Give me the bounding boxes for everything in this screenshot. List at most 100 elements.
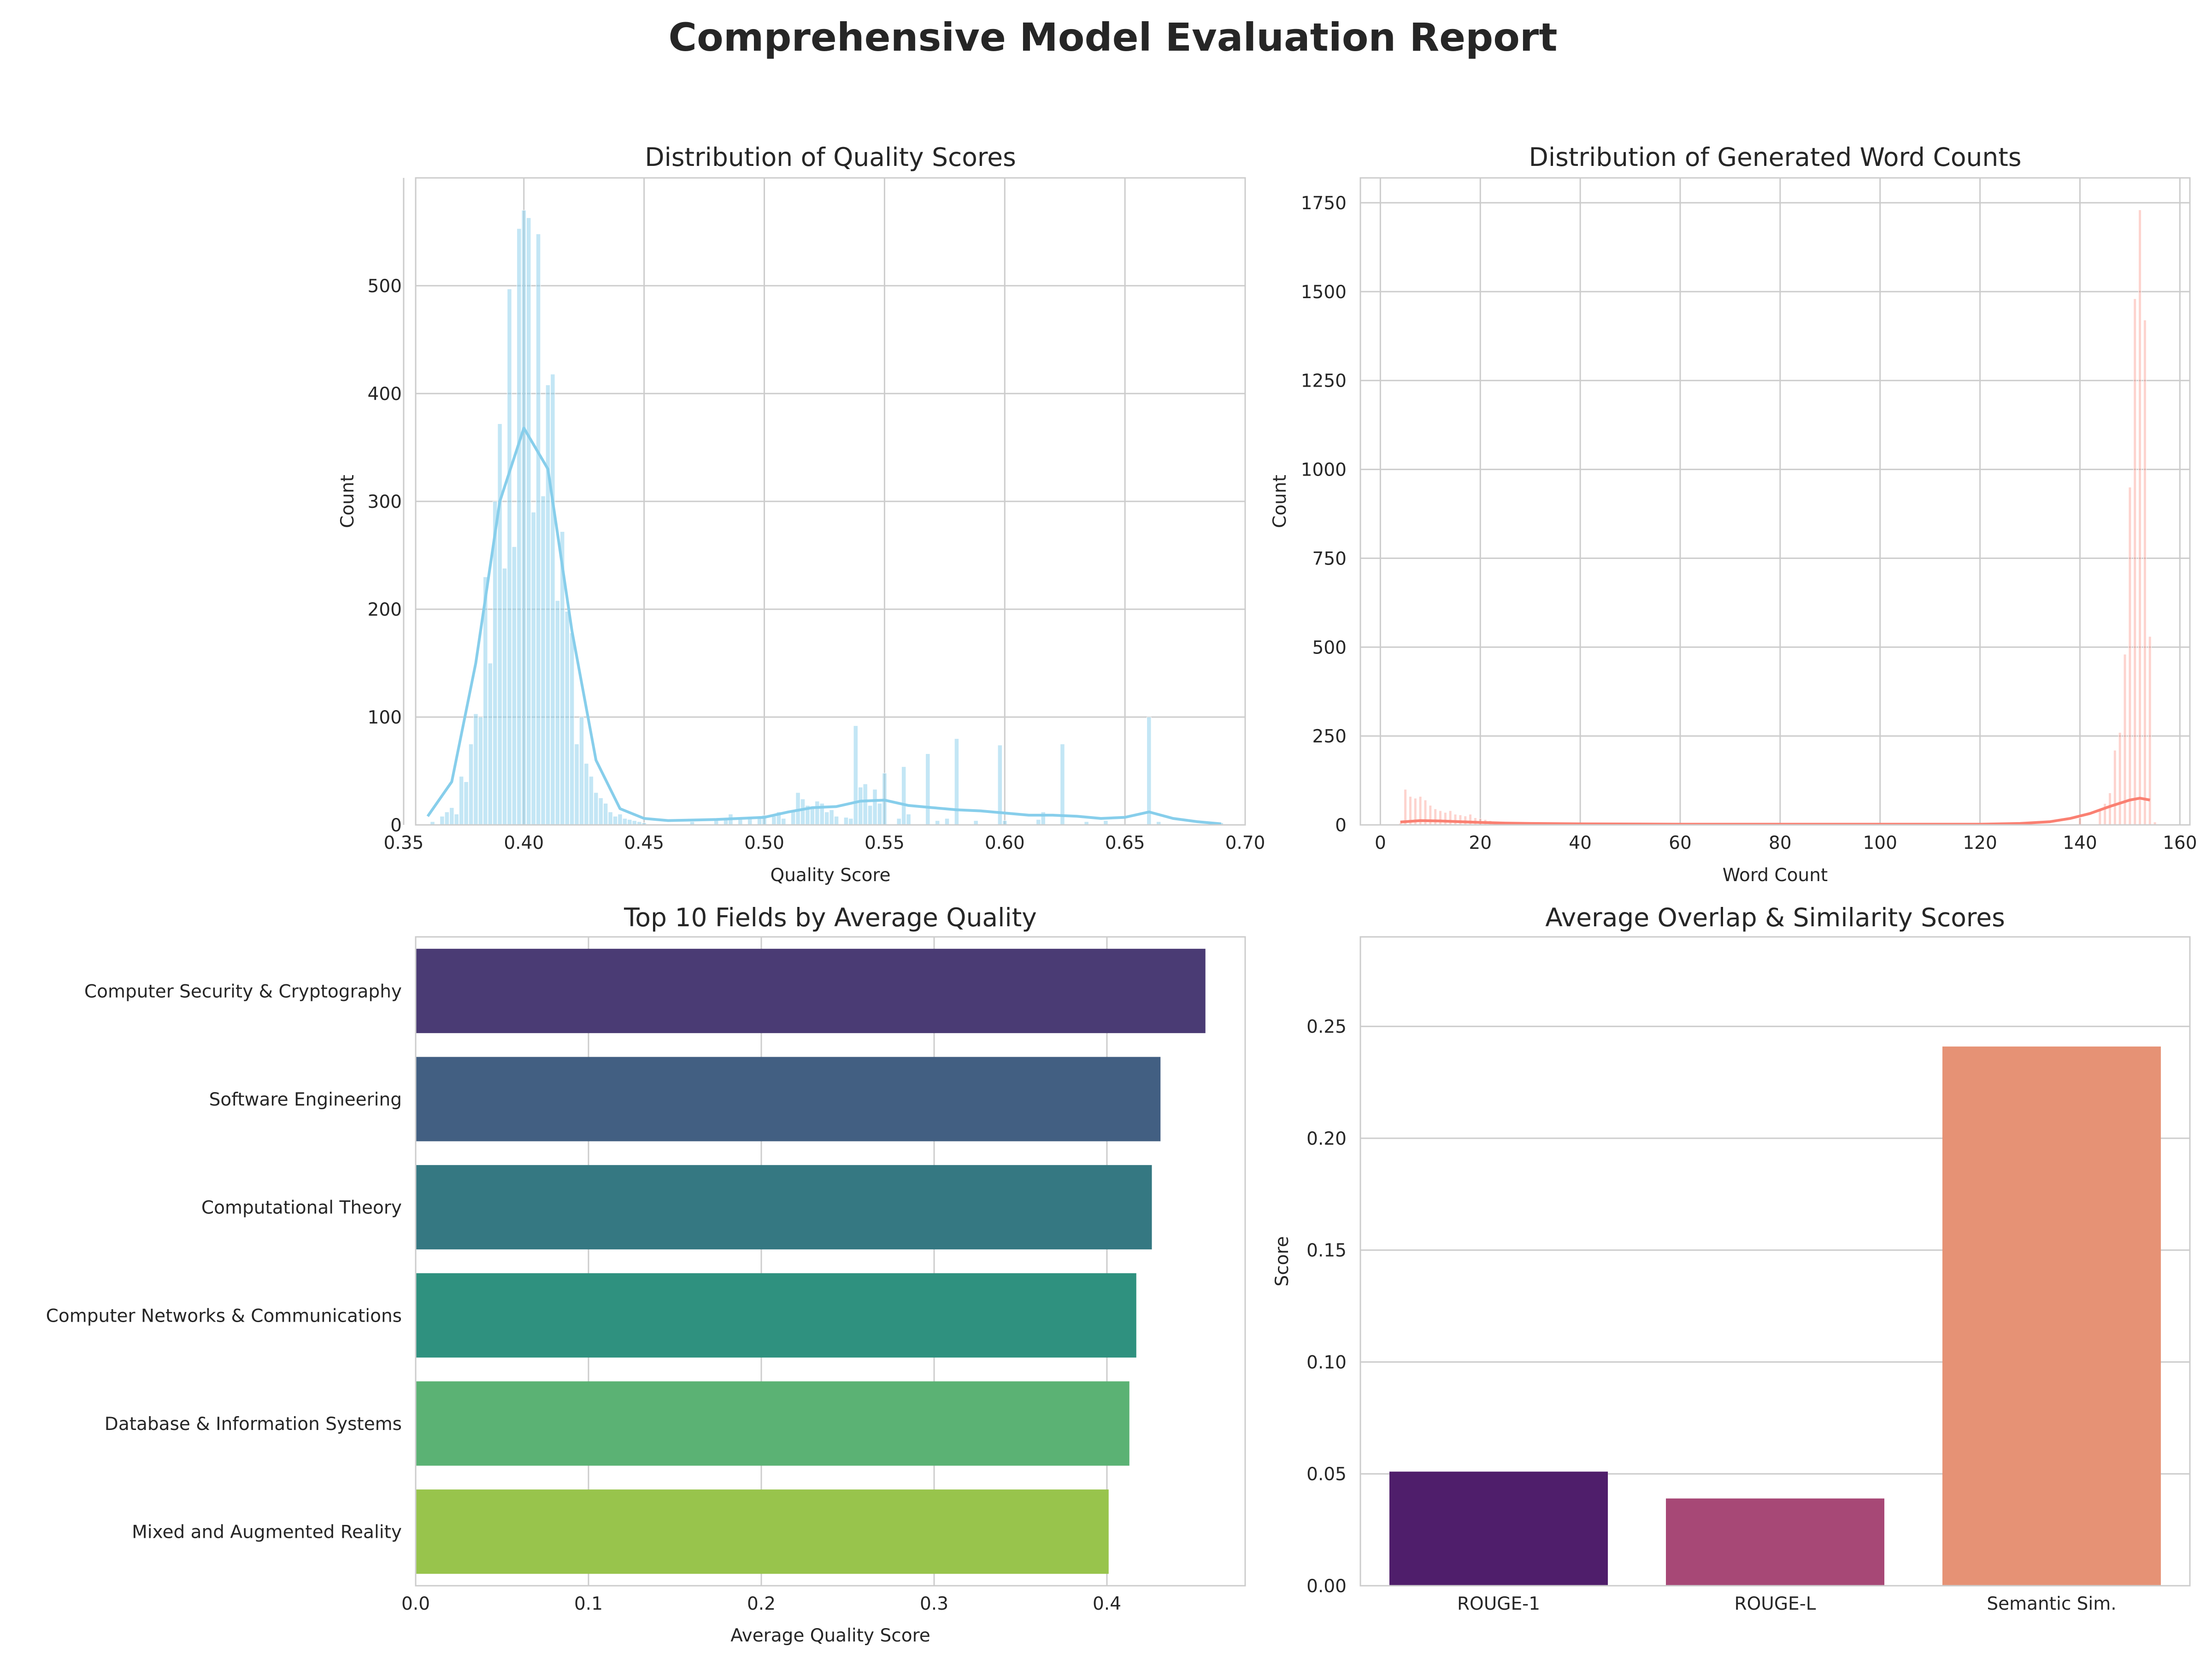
quality-y-tick-label: 500 xyxy=(368,276,402,297)
quality-y-tick-label: 0 xyxy=(390,815,402,836)
quality-histogram-bar xyxy=(872,789,877,825)
quality-histogram-bar xyxy=(877,803,882,825)
quality-histogram-bar xyxy=(521,210,527,825)
top-fields-x-tick-label: 0.1 xyxy=(574,1594,603,1614)
word-count-histogram-chart: 0 20 40 60 80 100 120 140 160 0 250 500 750 1000 1250 1… xyxy=(1270,142,2197,886)
quality-histogram-bar xyxy=(954,738,959,825)
word-count-y-tick-label: 1500 xyxy=(1301,282,1347,303)
word-count-y-tick-label: 500 xyxy=(1312,637,1347,658)
quality-histogram-bar xyxy=(906,814,911,825)
quality-histogram-bar xyxy=(526,218,531,825)
word-count-y-tick-label: 1750 xyxy=(1301,193,1347,214)
top-fields-x-axis-label: Average Quality Score xyxy=(730,1625,930,1646)
word-count-histogram-bar xyxy=(1443,812,1447,825)
word-count-x-tick-label: 0 xyxy=(1375,833,1386,853)
quality-histogram-bar xyxy=(800,799,806,825)
field-quality-bar xyxy=(416,1489,1109,1574)
quality-chart-title: Distribution of Quality Scores xyxy=(645,142,1016,172)
quality-plot-frame xyxy=(415,177,1246,826)
field-quality-bar xyxy=(416,1165,1152,1250)
word-count-histogram-bar xyxy=(2108,793,2112,825)
quality-x-axis-label: Quality Score xyxy=(771,865,891,886)
field-quality-bar xyxy=(416,1273,1136,1358)
field-quality-bar xyxy=(416,1381,1130,1466)
quality-y-axis-label: Count xyxy=(337,475,358,528)
word-count-histogram-bar xyxy=(2123,654,2127,825)
word-count-x-tick-label: 160 xyxy=(2163,833,2197,853)
overlap-y-tick-label: 0.00 xyxy=(1306,1576,1347,1597)
quality-histogram-bar xyxy=(584,763,589,825)
word-count-y-tick-label: 1250 xyxy=(1301,371,1347,392)
score-bar xyxy=(1666,1498,1884,1586)
quality-histogram-bar xyxy=(863,783,868,825)
quality-histogram-bar xyxy=(541,495,546,825)
quality-x-tick-label: 0.60 xyxy=(985,833,1025,853)
score-category-label: ROUGE-1 xyxy=(1457,1594,1540,1614)
field-category-label: Mixed and Augmented Reality xyxy=(132,1522,402,1543)
word-count-plot-frame xyxy=(1359,177,2191,826)
word-count-histogram-bar xyxy=(1438,810,1442,825)
quality-x-tick-label: 0.35 xyxy=(383,833,424,853)
score-category-label: ROUGE-L xyxy=(1734,1594,1816,1614)
top-fields-plot-frame xyxy=(415,936,1246,1587)
quality-histogram-bar xyxy=(848,818,853,825)
word-count-x-tick-label: 100 xyxy=(1863,833,1897,853)
quality-histogram-bar xyxy=(468,744,474,825)
quality-histogram-bar xyxy=(771,816,777,825)
overlap-scores-bar-chart: 0.00 0.05 0.10 0.15 0.20 0.25 ROUGE-1 ROUGE-L Se… xyxy=(1272,903,2191,1614)
quality-y-tick-label: 200 xyxy=(368,600,402,620)
quality-y-tick-label: 100 xyxy=(368,707,402,728)
quality-histogram-bar xyxy=(944,818,950,825)
word-count-histogram-bar xyxy=(1404,789,1407,825)
word-count-y-tick-label: 250 xyxy=(1312,726,1347,747)
quality-histogram-bar xyxy=(502,568,507,825)
word-count-y-tick-label: 0 xyxy=(1335,815,1347,836)
quality-histogram-bar xyxy=(454,814,459,825)
word-count-chart-title: Distribution of Generated Word Counts xyxy=(1529,142,2022,172)
word-count-x-tick-label: 120 xyxy=(1963,833,1997,853)
word-count-y-tick-label: 750 xyxy=(1312,548,1347,569)
quality-histogram-bar xyxy=(834,816,839,825)
quality-y-tick-label: 400 xyxy=(368,384,402,405)
quality-histogram-bar xyxy=(464,781,469,825)
quality-histogram-bar xyxy=(444,812,450,825)
quality-histogram-bar xyxy=(603,803,608,825)
quality-histogram-bar xyxy=(574,744,579,825)
word-count-histogram-bar xyxy=(2078,818,2082,825)
quality-histogram-bar xyxy=(612,816,618,825)
overlap-y-tick-label: 0.20 xyxy=(1306,1129,1347,1149)
word-count-histogram-bar xyxy=(1434,808,1437,825)
score-bar xyxy=(1389,1471,1608,1586)
quality-x-tick-label: 0.45 xyxy=(624,833,664,853)
field-quality-bar xyxy=(416,1057,1161,1141)
quality-x-tick-label: 0.65 xyxy=(1105,833,1145,853)
quality-histogram-bar xyxy=(867,805,873,825)
word-count-histogram-bar xyxy=(2148,636,2152,825)
field-category-label: Computational Theory xyxy=(201,1198,402,1218)
quality-histogram-bar xyxy=(815,801,820,825)
quality-y-tick-label: 300 xyxy=(368,492,402,512)
word-count-histogram-bar xyxy=(2118,732,2122,825)
word-count-histogram-bar xyxy=(1464,816,1467,825)
quality-histogram-bar xyxy=(488,663,493,825)
quality-histogram-bar xyxy=(738,819,743,825)
quality-histogram-bar xyxy=(1060,744,1065,825)
field-category-label: Database & Information Systems xyxy=(105,1414,402,1435)
quality-histogram-bar xyxy=(810,808,815,825)
quality-histogram-bar xyxy=(545,384,551,825)
quality-histogram-bar xyxy=(497,424,502,825)
field-category-label: Software Engineering xyxy=(209,1089,402,1110)
quality-histogram-bar xyxy=(478,717,483,825)
top-fields-x-tick-label: 0.0 xyxy=(401,1594,430,1614)
overlap-y-tick-label: 0.15 xyxy=(1306,1241,1347,1261)
quality-histogram-bar xyxy=(594,792,599,825)
quality-histogram-bar xyxy=(579,717,584,825)
quality-histogram-bar xyxy=(843,817,849,825)
word-count-x-axis-label: Word Count xyxy=(1723,865,1828,886)
overlap-y-axis-label: Score xyxy=(1272,1236,1293,1286)
word-count-x-tick-label: 60 xyxy=(1669,833,1692,853)
quality-histogram-bar xyxy=(618,814,623,825)
word-count-histogram-bar xyxy=(2128,487,2132,825)
